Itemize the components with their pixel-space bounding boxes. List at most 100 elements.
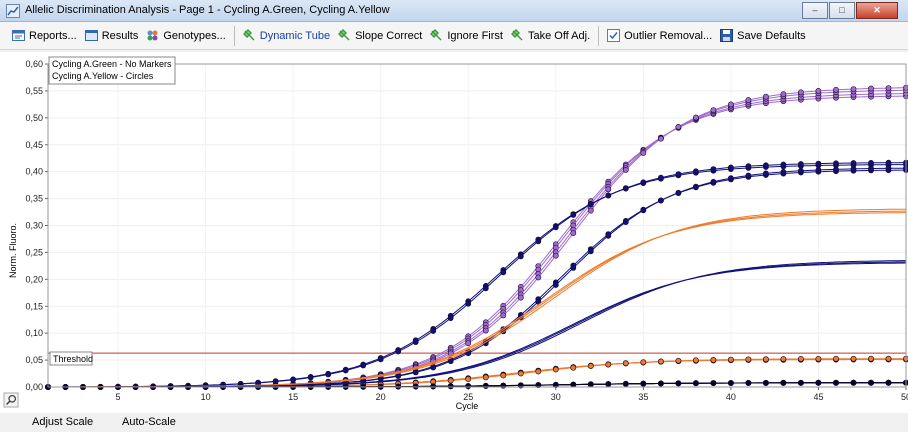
data-point	[482, 327, 489, 334]
genotypes-button[interactable]: Genotypes...	[142, 25, 229, 47]
y-tick-label: 0,40	[25, 167, 43, 177]
data-point	[710, 356, 717, 363]
y-tick-label: 0,15	[25, 301, 43, 311]
save-defaults-label: Save Defaults	[737, 29, 806, 42]
data-point	[710, 107, 717, 113]
data-point	[798, 355, 804, 362]
data-point	[745, 172, 752, 179]
adjust-scale-button[interactable]: Adjust Scale	[32, 416, 94, 428]
data-point	[850, 86, 857, 92]
data-point	[640, 150, 647, 156]
x-tick-label: 30	[551, 392, 561, 402]
data-point	[395, 348, 402, 355]
ignore-first-button[interactable]: Ignore First	[426, 25, 507, 47]
data-point	[552, 252, 559, 259]
data-point	[447, 358, 454, 365]
data-point	[763, 356, 769, 363]
minimize-button[interactable]: –	[802, 2, 828, 19]
y-tick-label: 0,25	[25, 247, 43, 257]
results-label: Results	[101, 29, 139, 42]
data-point	[465, 383, 472, 389]
data-point	[833, 355, 839, 362]
plot-border	[47, 63, 907, 388]
data-point	[412, 369, 419, 376]
data-point	[868, 379, 874, 386]
status-bar: Adjust Scale Auto-Scale	[0, 413, 908, 432]
data-point	[780, 379, 787, 386]
amplification-chart[interactable]: 0,00 0,05 0,10 0,15 0,20 0,25 0,30 0,35 0,40 0,45…	[0, 52, 908, 413]
data-point	[815, 355, 822, 362]
results-button[interactable]: Results	[81, 25, 143, 47]
data-point	[798, 379, 804, 386]
data-point	[535, 238, 542, 245]
genotypes-label: Genotypes...	[163, 29, 226, 42]
slope-correct-button[interactable]: Slope Correct	[334, 25, 426, 47]
auto-scale-button[interactable]: Auto-Scale	[122, 416, 176, 428]
take-off-adj-label: Take Off Adj.	[527, 29, 591, 42]
zoom-icon[interactable]	[3, 392, 19, 408]
x-tick-label: 35	[638, 392, 648, 402]
ignore-first-icon	[430, 29, 443, 42]
data-point	[658, 380, 664, 387]
data-point	[885, 379, 892, 386]
x-axis: 5 10 15 20 25 30 35 40 45 50	[116, 387, 908, 402]
reports-button[interactable]: Reports...	[8, 25, 81, 47]
data-point	[798, 89, 804, 96]
toolbar-separator	[233, 25, 235, 46]
dynamic-tube-button[interactable]: Dynamic Tube	[239, 25, 334, 47]
legend-frame	[48, 56, 176, 85]
genotypes-icon	[146, 29, 159, 42]
data-point	[395, 373, 402, 379]
threshold-label: Threshold	[49, 351, 93, 366]
data-point	[587, 248, 594, 255]
data-point	[693, 168, 699, 175]
data-point	[640, 179, 647, 186]
data-point	[675, 189, 682, 196]
data-point	[745, 379, 752, 386]
data-point	[430, 364, 437, 371]
data-point	[833, 379, 839, 386]
data-point	[325, 371, 332, 378]
data-point	[710, 380, 717, 386]
legend-box: Cycling A.Green - No Markers Cycling A.Y…	[48, 56, 176, 85]
results-icon	[84, 29, 98, 42]
chart-gridlines	[48, 63, 907, 387]
data-point	[833, 166, 839, 173]
take-off-icon	[510, 29, 524, 42]
slope-correct-icon	[338, 29, 351, 42]
data-point	[622, 360, 629, 367]
slope-correct-label: Slope Correct	[355, 29, 423, 42]
data-point	[728, 175, 734, 182]
x-tick-label: 25	[463, 392, 473, 402]
data-point	[658, 174, 664, 181]
save-defaults-button[interactable]: Save Defaults	[716, 25, 809, 47]
data-point	[587, 363, 594, 369]
data-point	[798, 167, 804, 174]
data-point	[622, 219, 629, 225]
data-point	[605, 192, 612, 199]
data-point	[465, 376, 472, 382]
data-point	[658, 358, 664, 365]
data-point	[570, 364, 577, 371]
y-axis: 0,00 0,05 0,10 0,15 0,20 0,25 0,30 0,35 0,40 0,45…	[25, 59, 48, 392]
take-off-adj-button[interactable]: Take Off Adj.	[507, 25, 594, 47]
data-point	[500, 269, 507, 276]
y-tick-label: 0,50	[25, 113, 43, 123]
data-point	[587, 207, 594, 214]
outlier-removal-button[interactable]: Outlier Removal...	[603, 25, 716, 47]
legend-entry-yellow: Cycling A.Yellow - Circles	[52, 71, 154, 81]
data-point	[605, 232, 612, 239]
data-point	[850, 166, 857, 172]
y-tick-label: 0,35	[25, 194, 43, 204]
x-tick-label: 40	[726, 392, 736, 402]
data-point	[693, 114, 699, 121]
data-point	[728, 101, 734, 108]
data-point	[605, 186, 612, 193]
data-point	[745, 356, 752, 363]
outlier-icon	[607, 29, 621, 42]
toolbar: Reports... Results Genotypes... Dynamic …	[0, 22, 908, 50]
save-icon	[720, 29, 734, 42]
close-button[interactable]: ✕	[856, 2, 898, 19]
maximize-button[interactable]: □	[829, 2, 855, 19]
app-icon	[6, 4, 20, 18]
